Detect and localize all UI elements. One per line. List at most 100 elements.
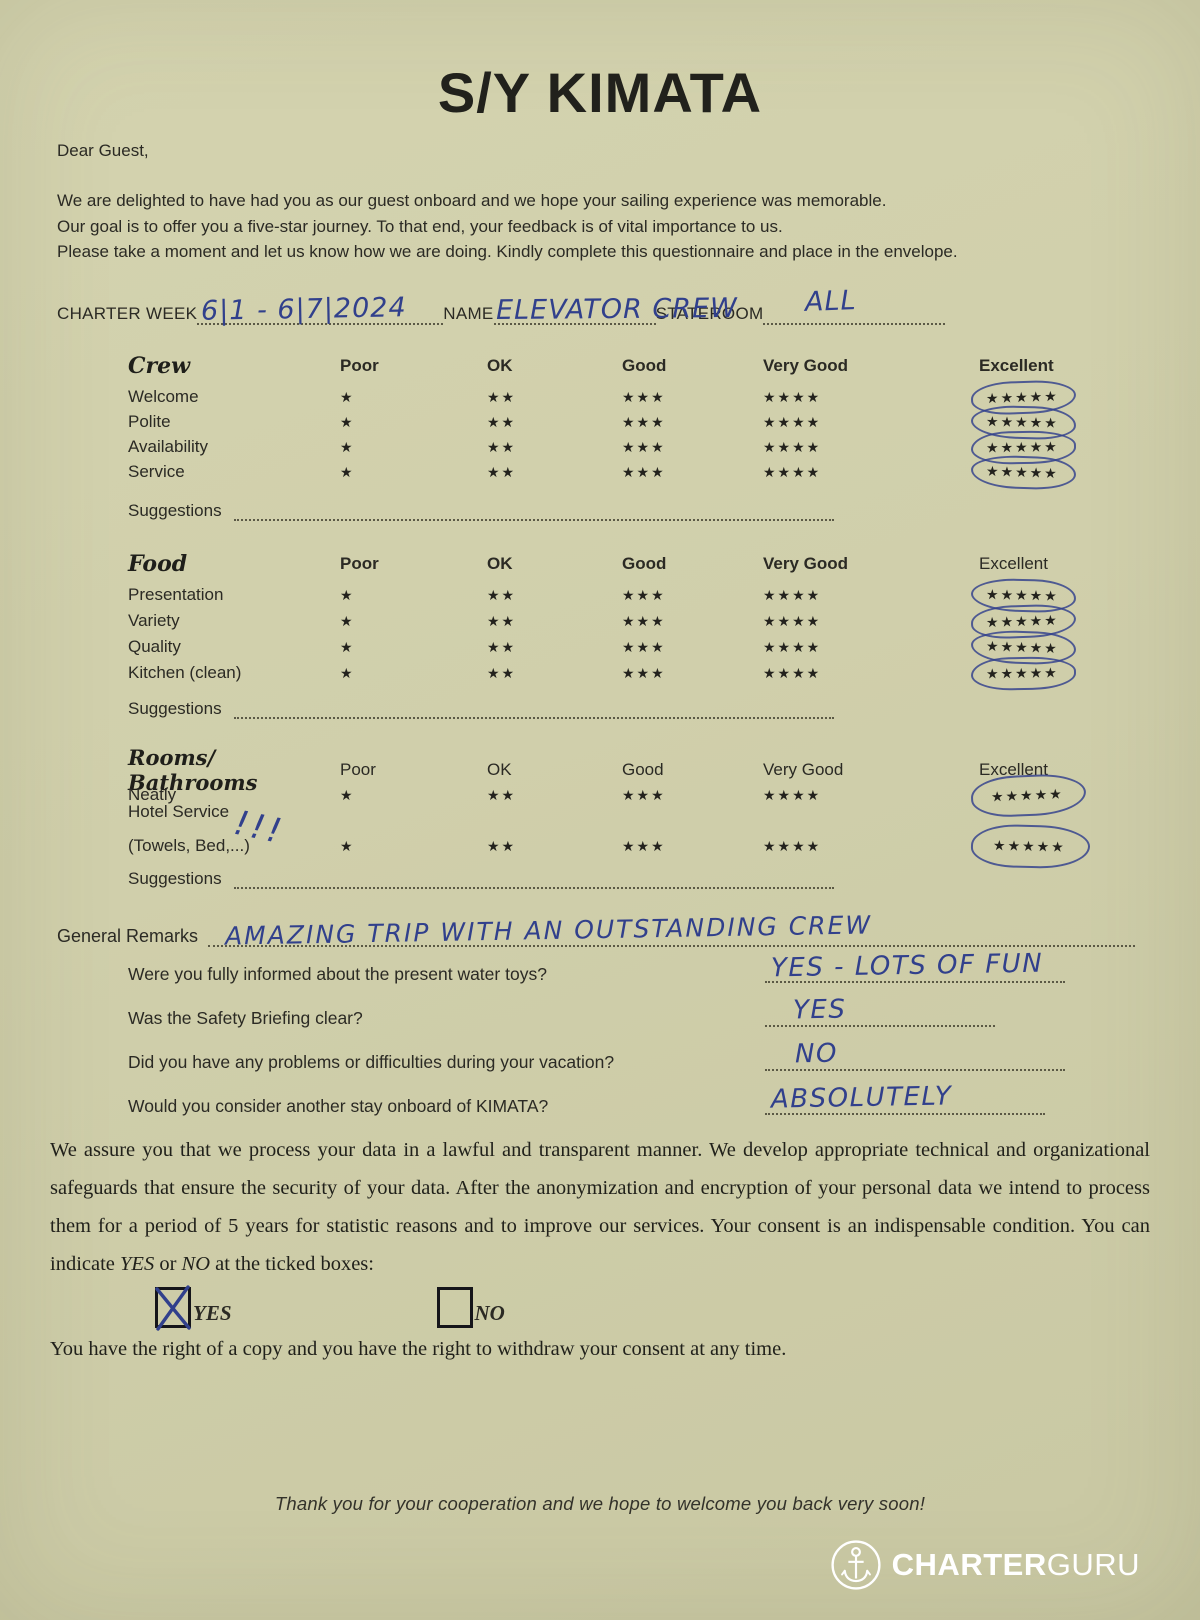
consent-no-word: NO	[181, 1252, 211, 1275]
answer-field: NO	[765, 1038, 1065, 1071]
answer-field: ABSOLUTELY	[765, 1081, 1045, 1115]
rooms-row-neatly: Neatly ★ ★★ ★★★ ★★★★ ★★★★★	[128, 772, 1200, 818]
row-label: Variety	[128, 611, 180, 630]
charter-week-value: 6|1 - 6|7|2024	[200, 291, 408, 327]
food-section-title: Food	[128, 550, 188, 577]
col-header-ok: OK	[487, 355, 513, 375]
food-row-quality: Quality ★ ★★ ★★★ ★★★★ ★★★★★	[128, 628, 1200, 666]
rating-2-star: ★★	[487, 413, 517, 430]
general-remarks-label: General Remarks	[57, 925, 199, 946]
food-suggestions-row: Suggestions	[128, 699, 1200, 719]
suggestions-field	[233, 518, 834, 521]
rating-3-star: ★★★	[622, 786, 666, 803]
food-row-kitchen: Kitchen (clean) ★ ★★ ★★★ ★★★★ ★★★★★	[128, 655, 1200, 691]
rating-3-star: ★★★	[622, 837, 666, 854]
rating-1-star: ★	[340, 586, 355, 603]
rooms-row-hotel-service: Hotel Service	[128, 800, 1200, 825]
crew-row-welcome: Welcome ★ ★★ ★★★ ★★★★ ★★★★★	[128, 378, 1200, 416]
yes-checkbox	[155, 1284, 191, 1331]
rating-3-star: ★★★	[622, 664, 666, 681]
rating-1-star: ★	[340, 438, 355, 455]
intro-line: We are delighted to have had you as our …	[57, 191, 887, 210]
consent-or-word: or	[159, 1252, 177, 1275]
rating-1-star: ★	[340, 786, 355, 803]
rating-3-star: ★★★	[622, 586, 666, 603]
rating-1-star: ★	[340, 612, 355, 629]
row-label: Welcome	[128, 387, 199, 406]
rating-1-star: ★	[340, 664, 355, 681]
rooms-row-towels: (Towels, Bed,...) ★ ★★ ★★★ ★★★★ ★★★★★	[128, 822, 1200, 870]
answer-value: NO	[794, 1038, 839, 1069]
no-checkbox	[436, 1286, 473, 1328]
rating-1-star: ★	[340, 837, 355, 854]
rooms-section-title: Rooms/ Bathrooms	[128, 744, 258, 795]
rating-5-star-circled: ★★★★★	[965, 453, 1145, 491]
brand-light: GURU	[1046, 1547, 1140, 1582]
rating-3-star: ★★★	[622, 638, 666, 655]
col-header-ok: OK	[487, 553, 513, 573]
rating-5-star-circled: ★★★★★	[965, 655, 1145, 691]
col-header-good: Good	[622, 553, 667, 573]
col-header-good: Good	[622, 355, 667, 375]
rating-2-star: ★★	[487, 638, 517, 655]
pen-circle: ★★★★★	[970, 453, 1077, 491]
col-header-excellent: Excellent	[979, 553, 1048, 573]
col-header-excellent: Excellent	[979, 759, 1048, 779]
anchor-icon	[831, 1540, 881, 1590]
no-checkbox-label: NO	[474, 1300, 505, 1325]
suggestions-label: Suggestions	[128, 500, 222, 520]
charter-week-field: 6|1 - 6|7|2024	[197, 292, 444, 326]
consent-rights-line: You have the right of a copy and you hav…	[50, 1337, 787, 1360]
rating-1-star: ★	[340, 388, 355, 405]
rooms-suggestions-row: Suggestions	[128, 869, 1200, 889]
rating-4-star: ★★★★	[763, 638, 822, 655]
col-header-very-good: Very Good	[763, 355, 849, 375]
rating-1-star: ★	[340, 463, 355, 480]
food-row-variety: Variety ★ ★★ ★★★ ★★★★ ★★★★★	[128, 602, 1200, 640]
rating-4-star: ★★★★	[763, 664, 822, 681]
question-text: Was the Safety Briefing clear?	[128, 1007, 363, 1028]
rating-4-star: ★★★★	[763, 388, 822, 405]
question-text: Were you fully informed about the presen…	[128, 963, 547, 984]
charter-info-row: CHARTER WEEK 6|1 - 6|7|2024 NAME ELEVATO…	[57, 285, 1200, 326]
col-header-poor: Poor	[340, 553, 379, 573]
name-label: NAME	[443, 303, 494, 323]
consent-text-end: at the ticked boxes:	[215, 1252, 374, 1275]
thank-you-line: Thank you for your cooperation and we ho…	[274, 1492, 926, 1514]
rating-3-star: ★★★	[622, 463, 666, 480]
question-water-toys: Were you fully informed about the presen…	[0, 947, 1200, 991]
data-consent-paragraph: We assure you that we process your data …	[50, 1131, 1150, 1283]
rooms-rating-table: Rooms/ Bathrooms Poor OK Good Very Good …	[128, 745, 1200, 870]
rating-3-star: ★★★	[622, 388, 666, 405]
rating-2-star: ★★	[487, 463, 517, 480]
general-remarks-row: General Remarks AMAZING TRIP WITH AN OUT…	[57, 802, 1200, 950]
pen-circle: ★★★★★	[970, 655, 1077, 691]
row-label: Presentation	[128, 585, 224, 604]
yes-checkbox-label: YES	[193, 1300, 232, 1325]
rating-5-star-circled: ★★★★★	[965, 822, 1145, 870]
food-rating-table: Food Poor OK Good Very Good Excellent Pr…	[128, 549, 1200, 691]
intro-paragraph: We are delighted to have had you as our …	[57, 188, 1200, 265]
rating-3-star: ★★★	[622, 612, 666, 629]
question-text: Did you have any problems or difficultie…	[128, 1051, 615, 1072]
question-problems: Did you have any problems or difficultie…	[0, 1035, 1200, 1079]
rating-1-star: ★	[340, 638, 355, 655]
stateroom-field: ALL	[763, 285, 946, 325]
rating-4-star: ★★★★	[763, 586, 822, 603]
rating-2-star: ★★	[487, 786, 517, 803]
general-remarks-field	[208, 944, 1135, 947]
row-label: Kitchen (clean)	[128, 663, 242, 682]
suggestions-label: Suggestions	[128, 698, 222, 718]
answer-value: ABSOLUTELY	[770, 1080, 953, 1115]
rating-3-star: ★★★	[622, 438, 666, 455]
consent-text: We assure you that we process your data …	[50, 1138, 1150, 1275]
answer-field: YES - LOTS OF FUN	[765, 948, 1065, 983]
intro-line: Please take a moment and let us know how…	[57, 242, 958, 261]
rating-4-star: ★★★★	[763, 837, 822, 854]
suggestions-label: Suggestions	[128, 868, 222, 888]
answer-value: YES	[792, 994, 847, 1025]
question-text: Would you consider another stay onboard …	[128, 1095, 549, 1116]
answer-value: YES - LOTS OF FUN	[770, 948, 1044, 983]
col-header-very-good: Very Good	[763, 553, 849, 573]
rooms-header-row: Rooms/ Bathrooms Poor OK Good Very Good …	[128, 745, 1200, 795]
